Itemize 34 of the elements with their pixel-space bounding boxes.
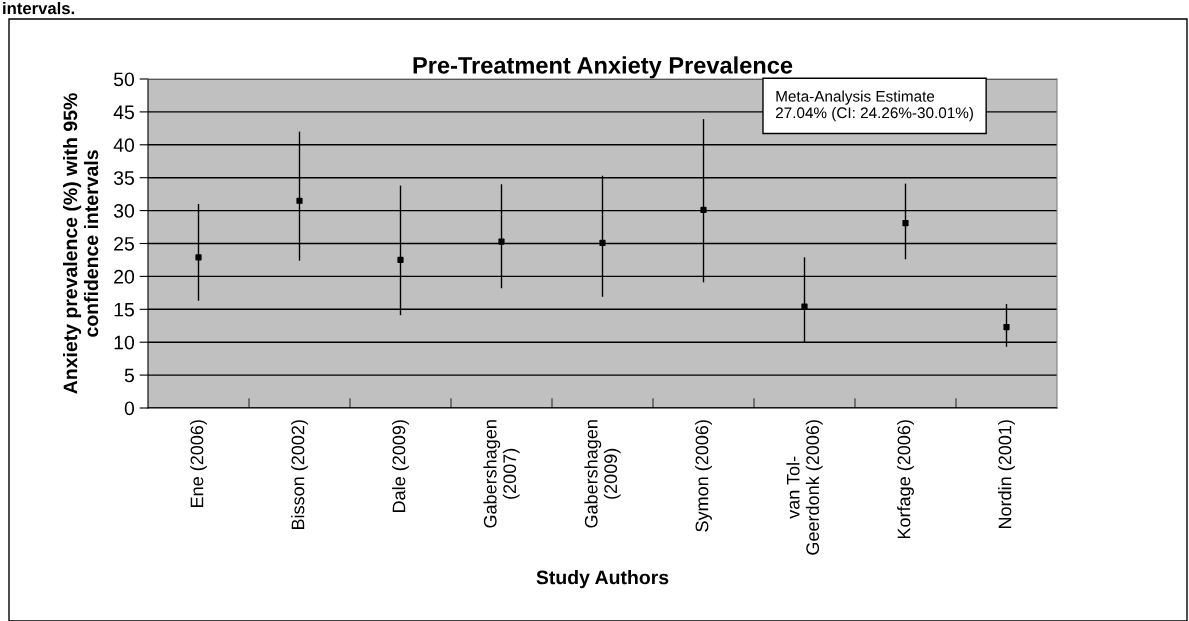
x-tick-label: Ene (2006)	[190, 420, 207, 507]
x-tick-label: Gabershagen (2007)	[483, 420, 520, 528]
x-tick-label: Nordin (2001)	[998, 420, 1015, 529]
y-tick-label: 45	[113, 105, 134, 120]
point	[195, 254, 202, 261]
y-tick-label: 5	[124, 368, 134, 383]
point	[296, 197, 303, 204]
y-tick-label: 20	[114, 269, 135, 284]
chart-title: Pre-Treatment Anxiety Prevalence	[413, 56, 793, 79]
x-tick-label: Gabershagen (2009)	[584, 420, 621, 528]
point	[498, 238, 505, 245]
y-tick-label: 0	[124, 401, 135, 416]
y-tick-label: 30	[113, 204, 135, 218]
point	[902, 220, 909, 227]
y-axis-title: Anxiety prevalence (%) with 95% confidence intervals	[63, 93, 99, 394]
point	[801, 303, 808, 310]
x-tick-label: Korfage (2006)	[897, 420, 914, 539]
x-tick-label: Symon (2006)	[695, 420, 712, 532]
x-tick-label: van Tol- Geerdonk (2006)	[786, 420, 823, 555]
point	[1003, 323, 1010, 331]
y-tick-label: 35	[113, 171, 134, 185]
y-tick-label: 25	[114, 236, 134, 251]
x-axis-title: Study Authors	[536, 570, 669, 589]
point	[599, 239, 606, 246]
annotation: Meta-Analysis Estimate 27.04% (CI: 24.26%-30.01%)	[775, 90, 973, 122]
x-tick-label: Dale (2009)	[392, 420, 409, 512]
point	[397, 256, 404, 264]
y-tick-label: 10	[114, 335, 135, 350]
y-tick-label: 40	[113, 138, 135, 153]
point	[700, 206, 707, 214]
x-tick-label: Bisson (2002)	[291, 420, 308, 530]
y-tick-label: 15	[114, 302, 134, 317]
text: intervals.	[3, 2, 75, 15]
y-tick-label: 50	[113, 72, 135, 87]
